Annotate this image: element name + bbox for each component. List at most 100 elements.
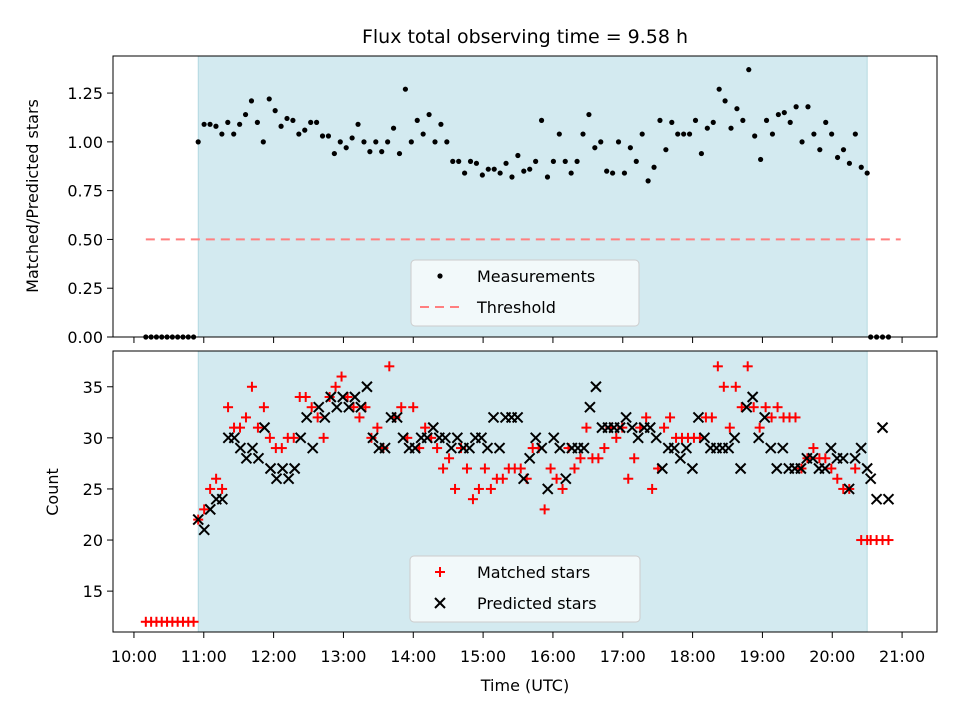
bottom-y-tick-label: 35: [83, 378, 103, 397]
matched-star-point: [581, 422, 592, 433]
predicted-star-point: [331, 401, 343, 413]
measurement-point: [396, 150, 403, 157]
predicted-star-point: [523, 452, 536, 464]
matched-star-point: [258, 402, 269, 413]
matched-star-point: [211, 473, 222, 484]
matched-star-point: [276, 443, 287, 454]
matched-star-point: [557, 483, 568, 494]
measurement-point: [254, 119, 260, 125]
predicted-star-point: [686, 462, 699, 475]
matched-star-point: [217, 483, 228, 494]
predicted-star-point: [367, 432, 379, 444]
predicted-star-point: [300, 411, 313, 424]
matched-star-point: [539, 504, 550, 515]
measurement-point: [799, 139, 805, 145]
matched-star-point: [199, 504, 210, 515]
predicted-star-point: [294, 432, 307, 444]
predicted-star-point: [391, 411, 403, 424]
measurement-point: [497, 170, 503, 176]
predicted-star-point: [560, 473, 572, 485]
top-y-tick-label: 0.00: [67, 328, 103, 347]
measurement-point: [604, 168, 610, 174]
measurement-point: [598, 139, 604, 145]
predicted-star-point: [355, 401, 367, 413]
predicted-star-point: [698, 432, 711, 444]
measurement-point: [544, 174, 551, 180]
predicted-star-point: [752, 432, 765, 444]
chart-title: Flux total observing time = 9.58 h: [362, 26, 688, 48]
matched-star-point: [832, 473, 843, 484]
measurement-point: [846, 160, 853, 166]
matched-star-point: [850, 463, 861, 474]
predicted-star-point: [746, 391, 759, 403]
predicted-star-point: [361, 381, 373, 393]
measurement-point: [331, 150, 337, 157]
predicted-star-point: [204, 503, 216, 516]
predicted-legend-marker: [434, 597, 446, 609]
predicted-star-point: [349, 391, 361, 403]
measurement-point: [467, 158, 474, 164]
matched-star-point: [808, 443, 819, 454]
predicted-star-point: [343, 401, 355, 413]
measurement-point: [556, 131, 562, 137]
measurement-point: [550, 158, 557, 164]
matched-star-point: [748, 402, 759, 413]
predicted-star-point: [325, 391, 337, 403]
measurement-point: [633, 158, 639, 164]
legend-measurements: Measurements: [477, 267, 595, 286]
predicted-star-point: [668, 442, 681, 454]
predicted-star-point: [228, 432, 241, 444]
measurement-point: [580, 131, 586, 137]
predicted-star-point: [843, 483, 855, 495]
predicted-star-point: [192, 513, 204, 526]
measurement-point: [402, 86, 408, 92]
predicted-star-point: [620, 411, 632, 424]
measurement-point: [645, 178, 651, 184]
measurement-point: [355, 121, 361, 127]
measurement-point: [343, 145, 349, 151]
measurement-point: [533, 158, 539, 164]
measurement-point: [527, 166, 533, 172]
measurement-point: [420, 131, 426, 137]
predicted-star-point: [475, 432, 488, 444]
predicted-star-point: [632, 432, 644, 444]
predicted-star-point: [837, 452, 849, 464]
predicted-star-point: [734, 462, 747, 475]
matched-star-point: [599, 443, 610, 454]
x-tick-label: 21:00: [879, 647, 925, 666]
measurement-point: [746, 67, 752, 73]
measurement-point: [290, 117, 296, 123]
matched-star-point: [246, 381, 257, 392]
matched-star-point: [336, 371, 347, 382]
matched-star-point: [420, 422, 431, 433]
measurement-point: [444, 139, 450, 145]
matched-star-point: [408, 402, 419, 413]
top-legend: Measurements Threshold: [410, 259, 640, 327]
matched-star-point: [235, 422, 246, 433]
measurement-point: [627, 145, 633, 151]
measurement-point: [390, 125, 397, 131]
measurement-point: [373, 139, 379, 145]
top-y-tick-label: 0.75: [67, 182, 103, 201]
matched-star-point: [820, 453, 831, 464]
x-tick-label: 19:00: [739, 647, 785, 666]
measurement-point: [858, 164, 864, 170]
matched-star-point: [372, 422, 383, 433]
predicted-star-point: [306, 442, 319, 454]
x-tick-label: 18:00: [670, 647, 716, 666]
matched-star-point: [288, 432, 299, 443]
measurement-point: [722, 98, 728, 104]
matched-star-point: [318, 432, 329, 443]
matched-star-point: [330, 381, 341, 392]
predicted-star-point: [692, 411, 705, 424]
measurement-point: [734, 106, 740, 112]
predicted-star-point: [876, 421, 889, 434]
bottom-y-tick-label: 15: [83, 582, 103, 601]
measurement-point: [503, 160, 509, 166]
matched-star-point: [467, 494, 478, 505]
matched-star-point: [593, 453, 604, 464]
bottom-y-axis-label: Count: [43, 468, 62, 516]
matched-star-point: [223, 402, 234, 413]
measurement-point: [438, 121, 444, 127]
predicted-star-point: [264, 462, 277, 475]
